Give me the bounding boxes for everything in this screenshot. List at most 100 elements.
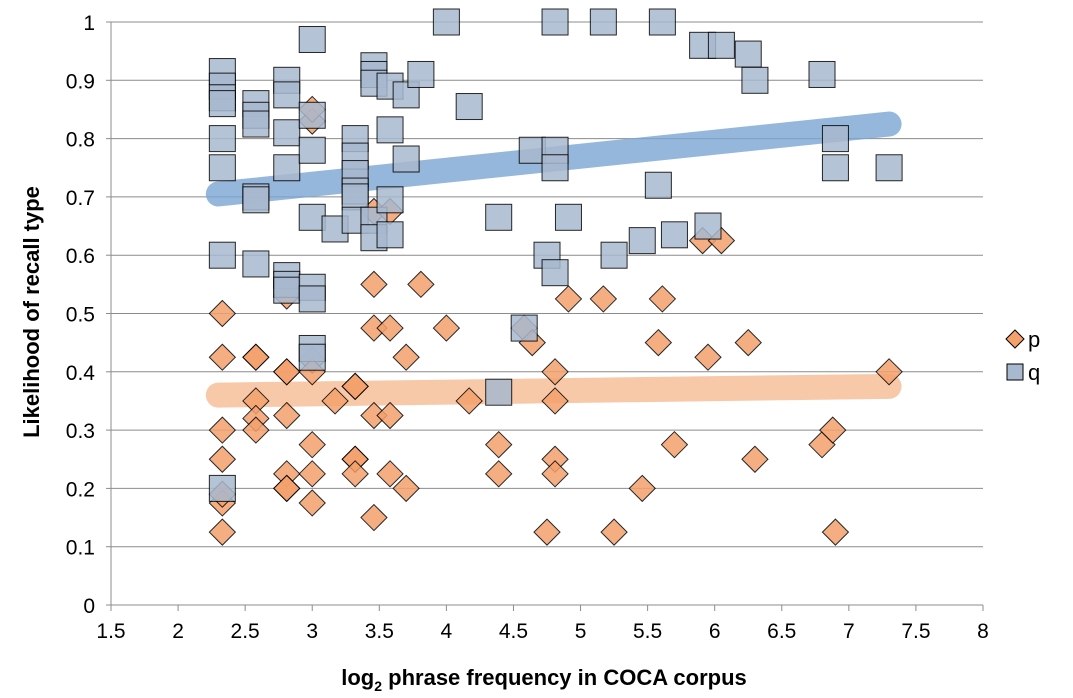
x-tick-label: 1.5: [96, 620, 125, 643]
point-q: [541, 259, 569, 287]
x-axis-title-rest: phrase frequency in COCA corpus: [382, 665, 747, 690]
legend: pq: [1005, 327, 1040, 385]
point-q: [808, 60, 836, 88]
point-q: [821, 125, 849, 153]
point-q: [734, 40, 762, 68]
y-axis-title: Likelihood of recall type: [19, 186, 44, 438]
point-p: [341, 372, 369, 401]
y-tick-label: 0.5: [66, 304, 95, 327]
point-p: [242, 343, 270, 371]
point-q: [432, 8, 460, 36]
point-q: [485, 203, 513, 231]
point-p: [541, 358, 569, 386]
y-tick-label: 1: [83, 12, 95, 35]
point-q: [376, 221, 404, 249]
point-q: [208, 474, 236, 502]
x-tick-label: 6: [709, 620, 721, 643]
point-p: [432, 314, 461, 342]
legend-label: p: [1028, 327, 1040, 352]
point-q: [298, 101, 326, 129]
tick-labels: 0 0.1 0.2 0.3 0.4 0.5 0.6 0.7 0.8 0.9 1 1.5 2 2.5 3 3.5…: [66, 12, 989, 643]
point-q: [455, 93, 483, 121]
point-p: [407, 270, 435, 299]
point-q: [541, 8, 569, 36]
point-q: [518, 136, 546, 164]
point-q: [273, 119, 301, 147]
x-tick-label: 8: [977, 620, 989, 643]
series-q: [208, 8, 903, 502]
point-q: [510, 314, 538, 342]
point-p: [321, 387, 349, 415]
point-p: [208, 299, 237, 328]
point-q: [821, 154, 849, 182]
x-tick-label: 6.5: [767, 620, 796, 643]
point-q: [242, 250, 270, 278]
point-q: [600, 241, 628, 269]
y-tick-label: 0: [83, 595, 95, 618]
point-p: [376, 401, 404, 430]
point-p: [341, 460, 369, 488]
point-q: [875, 154, 903, 182]
legend-marker: [1005, 329, 1025, 349]
x-tick-label: 4: [441, 620, 453, 643]
point-q: [628, 227, 656, 255]
point-q: [242, 186, 270, 214]
x-tick-label: 5.5: [633, 620, 662, 643]
point-p: [208, 343, 237, 371]
x-tick-label: 4.5: [499, 620, 528, 643]
point-q: [376, 116, 404, 144]
point-p: [644, 328, 673, 357]
point-p: [819, 416, 847, 444]
point-p: [208, 518, 237, 546]
point-p: [484, 460, 513, 488]
x-tick-label: 5: [575, 620, 587, 643]
point-p: [455, 387, 483, 415]
x-tick-label: 2: [172, 620, 184, 643]
point-q: [694, 212, 722, 240]
point-q: [273, 276, 301, 304]
point-p: [376, 460, 404, 488]
point-q: [541, 154, 569, 182]
point-p: [660, 430, 689, 459]
x-axis-title-main: log: [341, 665, 374, 690]
point-p: [298, 460, 326, 488]
point-q: [298, 25, 326, 53]
y-tick-label: 0.6: [66, 245, 95, 268]
point-p: [484, 430, 513, 459]
point-p: [734, 328, 762, 357]
point-q: [392, 145, 420, 173]
point-q: [208, 241, 236, 269]
point-q: [208, 90, 236, 118]
x-tick-label: 3: [306, 620, 318, 643]
point-q: [298, 285, 326, 313]
point-p: [273, 358, 301, 386]
point-p: [208, 445, 237, 473]
y-tick-label: 0.3: [66, 420, 95, 443]
y-tick-label: 0.8: [66, 129, 95, 152]
y-tick-label: 0.7: [66, 187, 95, 210]
legend-label: q: [1028, 360, 1040, 385]
point-q: [298, 203, 326, 231]
point-p: [628, 474, 656, 503]
point-q: [273, 81, 301, 109]
point-q: [208, 154, 236, 182]
x-tick-label: 7: [843, 620, 855, 643]
legend-item-q: q: [1006, 360, 1040, 385]
x-axis-title-subscript: 2: [374, 678, 382, 694]
x-tick-label: 7.5: [901, 620, 930, 643]
point-p: [273, 474, 301, 503]
x-axis-title: log2 phrase frequency in COCA corpus: [341, 665, 747, 694]
point-p: [376, 314, 404, 342]
point-p: [360, 270, 388, 299]
point-q: [273, 154, 301, 182]
y-tick-label: 0.2: [66, 478, 95, 501]
point-q: [741, 66, 769, 94]
point-p: [821, 518, 850, 546]
point-p: [208, 416, 237, 444]
y-tick-label: 0.4: [66, 362, 96, 385]
point-p: [392, 474, 420, 503]
data-points: [208, 8, 903, 546]
point-p: [298, 489, 326, 517]
point-q: [707, 31, 735, 59]
point-q: [208, 125, 236, 153]
